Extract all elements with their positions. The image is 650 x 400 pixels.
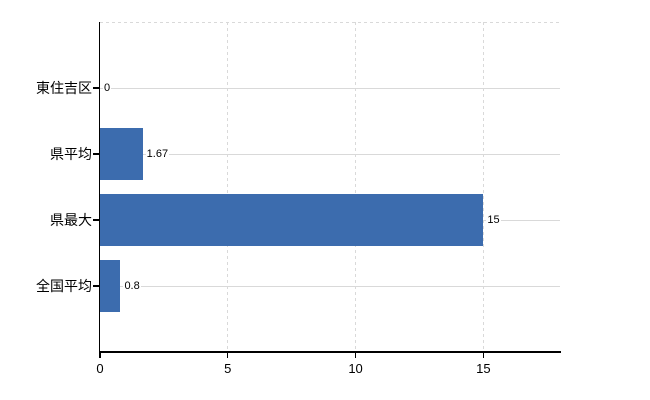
- y-axis-tick: [93, 153, 99, 155]
- row-gridline: [100, 285, 560, 287]
- bar-value-label: 1.67: [145, 147, 170, 161]
- bar: [100, 128, 143, 180]
- y-axis-tick: [93, 87, 99, 89]
- plot-area: 0 1.67 15 0.8: [100, 22, 560, 352]
- x-tick-label: 15: [476, 361, 491, 376]
- gridline-vertical: [482, 22, 484, 352]
- bar: [100, 194, 484, 246]
- gridline-vertical: [355, 22, 357, 352]
- category-label: 県平均: [50, 145, 92, 162]
- x-tick-label: 0: [96, 361, 104, 376]
- bar: [100, 260, 121, 312]
- x-tick-label: 5: [224, 361, 232, 376]
- row-gridline: [100, 153, 560, 155]
- row: 0.8: [100, 253, 560, 319]
- row: 15: [100, 187, 560, 253]
- x-axis-tick: [482, 352, 485, 358]
- bar-value-label: 0.8: [123, 279, 141, 293]
- x-axis-line: [98, 351, 561, 353]
- x-axis-tick: [354, 352, 357, 358]
- y-axis-tick: [93, 285, 99, 287]
- row-gridline: [100, 87, 560, 89]
- gridline-vertical: [227, 22, 229, 352]
- x-axis-tick: [227, 352, 229, 358]
- y-axis-line: [98, 22, 101, 353]
- category-label: 全国平均: [36, 277, 92, 294]
- plot-top-border: [100, 22, 560, 23]
- x-axis-tick: [99, 352, 101, 358]
- row: 0: [100, 55, 560, 121]
- y-axis-tick: [93, 219, 99, 221]
- bar-value-label: 0: [103, 81, 112, 95]
- bar-value-label: 15: [486, 213, 501, 227]
- category-label: 県最大: [50, 211, 92, 228]
- category-label: 東住吉区: [36, 79, 92, 96]
- row: 1.67: [100, 121, 560, 187]
- x-tick-label: 10: [348, 361, 363, 376]
